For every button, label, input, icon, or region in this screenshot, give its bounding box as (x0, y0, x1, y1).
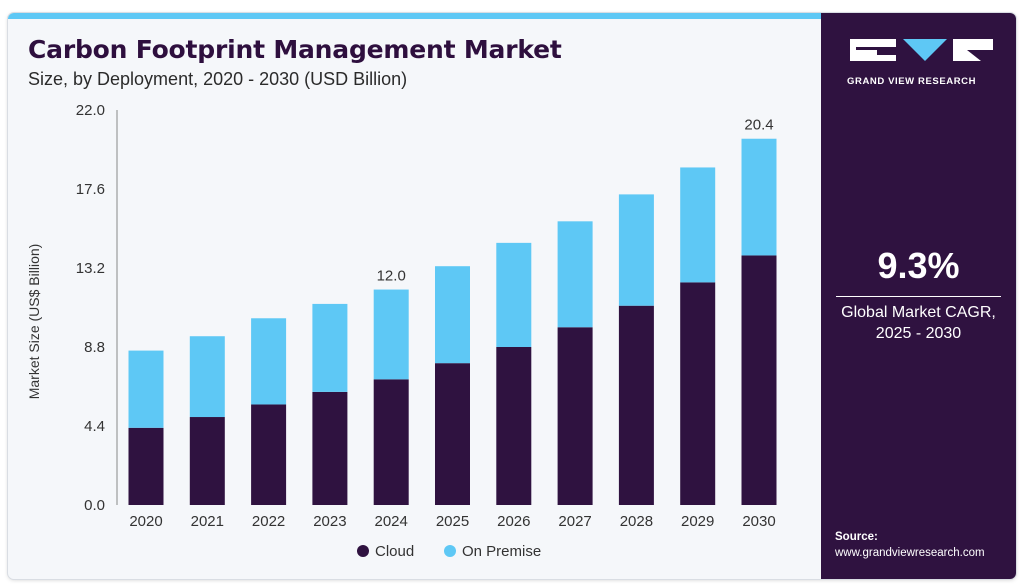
x-tick-label: 2027 (558, 513, 591, 530)
bar-on-premise (373, 289, 409, 380)
legend-label: On Premise (462, 543, 541, 560)
bar-cloud (435, 363, 470, 505)
x-tick-label: 2021 (191, 513, 224, 530)
chart-title: Carbon Footprint Management Market (28, 35, 562, 64)
legend-marker (444, 545, 456, 557)
source-url: www.grandviewresearch.com (835, 547, 985, 559)
x-tick-label: 2029 (681, 513, 714, 530)
side-panel: GRAND VIEW RESEARCH 9.3% Global Market C… (821, 13, 1016, 579)
cagr-label-line1: Global Market CAGR, (841, 304, 996, 321)
y-tick-label: 17.6 (76, 181, 105, 198)
bar-cloud (496, 347, 532, 505)
x-tick-label: 2024 (375, 513, 408, 530)
x-tick-label: 2030 (742, 513, 775, 530)
bar-cloud (557, 327, 593, 505)
x-tick-label: 2028 (620, 513, 653, 530)
x-tick-label: 2020 (129, 513, 162, 530)
y-tick-label: 22.0 (76, 102, 105, 119)
chart-subtitle: Size, by Deployment, 2020 - 2030 (USD Bi… (28, 69, 408, 89)
y-tick-label: 13.2 (76, 260, 105, 277)
x-tick-label: 2022 (252, 513, 285, 530)
bar-cloud (128, 427, 164, 505)
bar-on-premise (741, 138, 777, 256)
infographic-card: Carbon Footprint Management Market Size,… (8, 13, 1016, 579)
bar-on-premise (251, 318, 287, 405)
bar-cloud (680, 282, 716, 505)
source-label: Source: (835, 531, 878, 543)
gvr-logo-icon (850, 39, 993, 61)
bar-cloud (618, 305, 654, 505)
y-axis-title: Market Size (US$ Billion) (26, 244, 42, 400)
x-tick-label: 2023 (313, 513, 346, 530)
legend-label: Cloud (375, 543, 414, 560)
stat-divider (836, 296, 1001, 297)
x-tick-label: 2026 (497, 513, 530, 530)
cagr-value: 9.3% (877, 245, 960, 286)
y-tick-label: 8.8 (84, 339, 105, 356)
bar-cloud (312, 391, 348, 505)
x-tick-label: 2025 (436, 513, 469, 530)
bar-cloud (189, 417, 225, 505)
accent-bar (8, 13, 821, 19)
bar-on-premise (680, 167, 716, 283)
legend-marker (357, 545, 369, 557)
total-label: 12.0 (377, 268, 406, 285)
bar-on-premise (435, 266, 470, 364)
bar-on-premise (128, 350, 164, 428)
bar-cloud (373, 379, 409, 505)
bar-on-premise (312, 303, 348, 392)
total-label: 20.4 (744, 117, 773, 134)
y-tick-label: 4.4 (84, 418, 105, 435)
bar-on-premise (189, 336, 225, 418)
brand-name: GRAND VIEW RESEARCH (847, 76, 977, 87)
bar-cloud (251, 404, 287, 505)
stacked-bar-chart: 0.0 4.4 8.8 13.2 17.6 22.0 Market Size (US$ Bi… (26, 102, 777, 560)
bar-cloud (741, 255, 777, 505)
y-tick-label: 0.0 (84, 497, 105, 514)
cagr-label-line2: 2025 - 2030 (875, 325, 962, 342)
cagr-label: Global Market CAGR, 2025 - 2030 (821, 302, 1016, 344)
bar-on-premise (496, 242, 532, 347)
bar-on-premise (557, 221, 593, 328)
bar-on-premise (618, 194, 654, 306)
brand-logo: GRAND VIEW RESEARCH (847, 36, 997, 96)
